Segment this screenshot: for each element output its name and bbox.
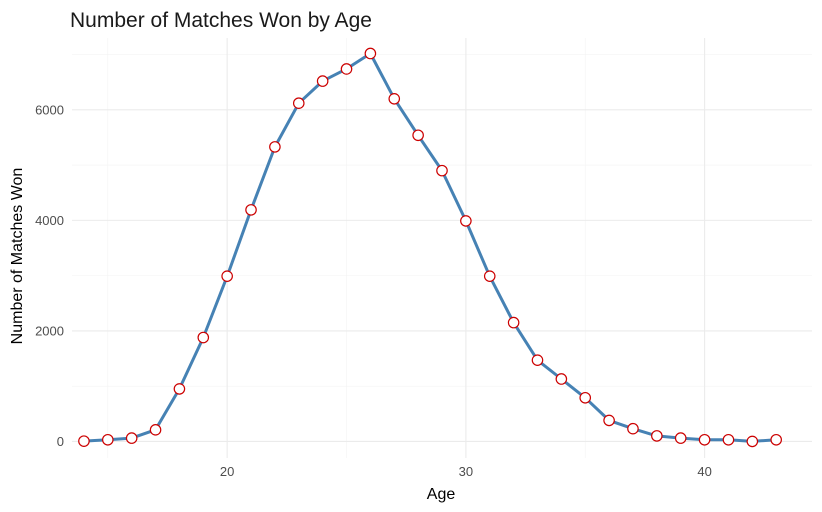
x-tick-label: 40 [697,464,711,479]
data-point [412,129,424,142]
y-tick-label: 6000 [35,102,64,117]
data-point [603,414,615,427]
data-point [579,391,592,404]
data-point [78,435,90,447]
series-line [82,52,778,443]
chart-title: Number of Matches Won by Age [70,9,372,32]
data-point [531,354,544,366]
data-point [627,422,639,435]
y-tick-labels: 0 2000 4000 6000 [35,102,64,449]
data-point [245,204,257,216]
grid [72,38,812,458]
data-point [316,75,329,87]
y-tick-label: 0 [57,434,64,449]
x-tick-label: 20 [220,464,234,479]
data-point [149,424,162,436]
data-point [436,164,448,177]
data-point [722,433,735,446]
data-point [674,432,687,444]
data-point [460,215,472,227]
data-point [651,430,663,442]
data-point [292,97,305,110]
data-points [78,47,782,448]
data-point [698,433,711,446]
data-point [102,433,114,446]
data-point [221,270,233,282]
data-point [388,92,401,105]
data-point [483,270,496,282]
data-point [197,331,210,344]
x-tick-labels: 20 30 40 [220,464,712,479]
y-tick-label: 4000 [35,213,64,228]
series-line-group [82,52,778,443]
data-point [269,141,281,153]
y-tick-label: 2000 [35,323,64,338]
data-point [746,435,759,448]
data-point [173,383,186,395]
x-tick-label: 30 [459,464,473,479]
x-axis-title: Age [427,486,456,503]
data-point [125,432,138,444]
data-point [770,433,782,446]
data-point [340,63,353,75]
y-axis-title: Number of Matches Won [9,168,26,345]
data-point [507,316,520,329]
data-point [555,373,568,385]
data-point [364,47,377,60]
